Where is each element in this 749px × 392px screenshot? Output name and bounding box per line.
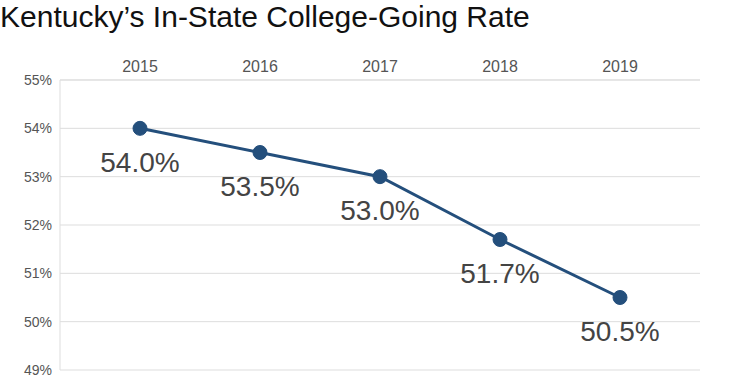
html-text:Kentucky’s In-State College-Go: Kentucky’s In-State College-Going Rate <box>0 0 530 33</box>
svg-text:2015: 2015 <box>122 58 158 75</box>
svg-text:2016: 2016 <box>242 58 278 75</box>
svg-text:54.0%: 54.0% <box>100 147 179 178</box>
svg-text:53%: 53% <box>24 169 52 185</box>
svg-text:50%: 50% <box>24 314 52 330</box>
svg-text:51%: 51% <box>24 265 52 281</box>
svg-text:2018: 2018 <box>482 58 518 75</box>
svg-text:2017: 2017 <box>362 58 398 75</box>
svg-text:53.0%: 53.0% <box>340 195 419 226</box>
svg-text:2019: 2019 <box>602 58 638 75</box>
svg-text:51.7%: 51.7% <box>460 258 539 289</box>
svg-text:53.5%: 53.5% <box>220 171 299 202</box>
svg-text:52%: 52% <box>24 217 52 233</box>
svg-text:50.5%: 50.5% <box>580 316 659 347</box>
svg-text:54%: 54% <box>24 120 52 136</box>
svg-text:49%: 49% <box>24 362 52 378</box>
svg-text:55%: 55% <box>24 72 52 88</box>
